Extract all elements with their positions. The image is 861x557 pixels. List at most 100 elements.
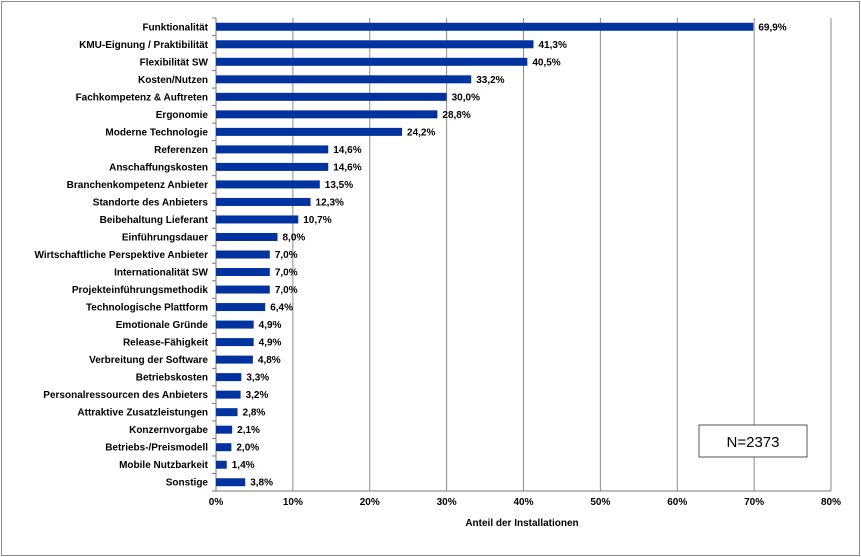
value-label: 30,0% [452,92,480,103]
category-label: Wirtschaftliche Perspektive Anbieter [35,250,209,261]
x-tick-label: 20% [360,497,380,508]
category-label: Betriebskosten [136,373,208,384]
bar [216,408,238,417]
category-label: Funktionalität [142,22,208,33]
category-label: Fachkompetenz & Auftreten [76,92,208,103]
category-label: Anschaffungskosten [109,162,208,173]
bar [216,162,329,171]
bar [216,303,266,312]
value-label: 28,8% [442,110,470,121]
value-label: 7,0% [275,268,298,279]
category-label: Kosten/Nutzen [138,75,208,86]
category-label: KMU-Eignung / Praktibilität [79,40,209,51]
value-label: 14,6% [333,162,361,173]
bar [216,57,528,66]
category-label: Ergonomie [156,110,209,121]
bar [216,338,254,347]
bar [216,460,227,469]
value-label: 24,2% [407,127,435,138]
category-label: Personalressourcen des Anbieters [43,390,208,401]
value-label: 41,3% [538,40,566,51]
value-label: 1,4% [232,460,255,471]
bar [216,145,329,154]
x-tick-label: 30% [437,497,457,508]
value-label: 2,0% [236,443,259,454]
category-labels: Funktionalität KMU-Eignung / Praktibilitä… [35,22,209,488]
value-label: 69,9% [758,22,786,33]
value-label: 4,8% [258,355,281,366]
x-tick-label: 40% [513,497,533,508]
bar [216,40,534,49]
x-tick-label: 80% [821,497,841,508]
category-label: Technologische Plattform [86,303,208,314]
category-label: Referenzen [154,145,208,156]
category-label: Betriebs-/Preismodell [105,443,208,454]
value-label: 4,9% [259,320,282,331]
bar [216,390,241,399]
value-label: 2,8% [243,408,266,419]
value-label: 40,5% [532,57,560,68]
bar [216,215,299,224]
x-tick-labels: 0% 10% 20% 30% 40% 50% 60% 70% 80% [209,497,841,508]
bar [216,110,438,119]
category-label: Einführungsdauer [122,232,208,243]
x-tick-label: 60% [667,497,687,508]
bar [216,373,242,382]
bar [216,285,270,294]
bar [216,320,254,329]
category-label: Beibehaltung Lieferant [100,215,209,226]
bar [216,443,232,452]
x-tick-label: 70% [744,497,764,508]
category-label: Projekteinführungsmethodik [72,285,209,296]
value-label: 2,1% [237,425,260,436]
bar [216,127,403,136]
sample-size-label: N=2373 [727,434,780,451]
bar [216,232,278,241]
axis-lines [212,17,831,492]
category-label: Internationalität SW [114,268,208,279]
value-label: 3,3% [246,373,269,384]
value-label: 10,7% [303,215,331,226]
value-label: 8,0% [283,232,306,243]
sample-size-box: N=2373 [698,424,808,458]
category-label: Emotionale Gründe [116,320,209,331]
x-tick-label: 50% [590,497,610,508]
value-label: 3,2% [246,390,269,401]
category-label: Standorte des Anbieters [93,197,209,208]
value-label: 14,6% [333,145,361,156]
x-tick-label: 10% [283,497,303,508]
value-label: 3,8% [250,478,273,489]
bar [216,75,472,84]
bar [216,425,233,434]
category-label: Attraktive Zusatzleistungen [77,408,208,419]
bar [216,197,311,206]
value-label: 6,4% [270,303,293,314]
category-label: Flexibilität SW [140,57,209,68]
value-label: 7,0% [275,285,298,296]
value-label: 4,9% [259,338,282,349]
value-label: 13,5% [325,180,353,191]
category-label: Mobile Nutzbarkeit [119,460,209,471]
category-label: Branchenkompetenz Anbieter [67,180,208,191]
bar [216,180,320,189]
value-labels: 69,9% 41,3% 40,5% 33,2% 30,0% 28,8% 24,2% 14,6%… [232,22,787,488]
category-label: Verbreitung der Software [89,355,208,366]
bar [216,92,447,101]
bar [216,355,253,364]
bar [216,250,270,259]
bars [216,22,754,487]
value-label: 33,2% [476,75,504,86]
category-label: Release-Fähigkeit [123,338,209,349]
grid-lines [292,18,832,491]
bar [216,478,246,487]
bar [216,268,270,277]
value-label: 7,0% [275,250,298,261]
bar [216,22,754,31]
x-axis-label: Anteil der Installationen [465,518,578,529]
category-label: Sonstige [166,478,209,489]
value-label: 12,3% [316,197,344,208]
x-tick-label: 0% [209,497,224,508]
category-label: Moderne Technologie [105,127,208,138]
category-label: Konzernvorgabe [129,425,208,436]
